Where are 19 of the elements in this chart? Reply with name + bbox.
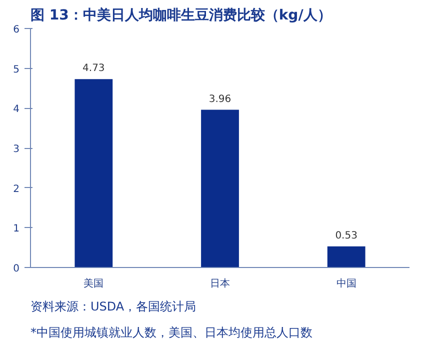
data-label: 3.96 bbox=[208, 94, 232, 105]
y-tick-label: 0 bbox=[13, 264, 20, 274]
text: *中国使用城镇就业人数，美国、日本均使用总人口数 bbox=[30, 326, 312, 340]
data-label: 4.73 bbox=[82, 63, 105, 74]
text: 资料来源：USDA，各国统计局 bbox=[30, 300, 196, 314]
y-tick-label: 5 bbox=[13, 64, 20, 76]
bar bbox=[74, 79, 113, 268]
y-tick-label: 1 bbox=[13, 224, 20, 235]
y-tick-label: 3 bbox=[13, 144, 20, 155]
chart-title: 图 13：中美日人均咖啡生豆消费比较（kg/人） bbox=[30, 6, 332, 24]
data-label: 0.53 bbox=[335, 230, 358, 242]
y-tick-label: 4 bbox=[13, 104, 20, 116]
y-tick-label: 6 bbox=[13, 24, 20, 36]
x-tick-label: 日本 bbox=[210, 278, 230, 290]
x-tick-label: 美国 bbox=[84, 278, 104, 290]
y-tick-label: 2 bbox=[13, 184, 20, 195]
bar bbox=[201, 110, 239, 268]
bar bbox=[327, 246, 366, 268]
x-tick-label: 中国 bbox=[336, 278, 356, 290]
